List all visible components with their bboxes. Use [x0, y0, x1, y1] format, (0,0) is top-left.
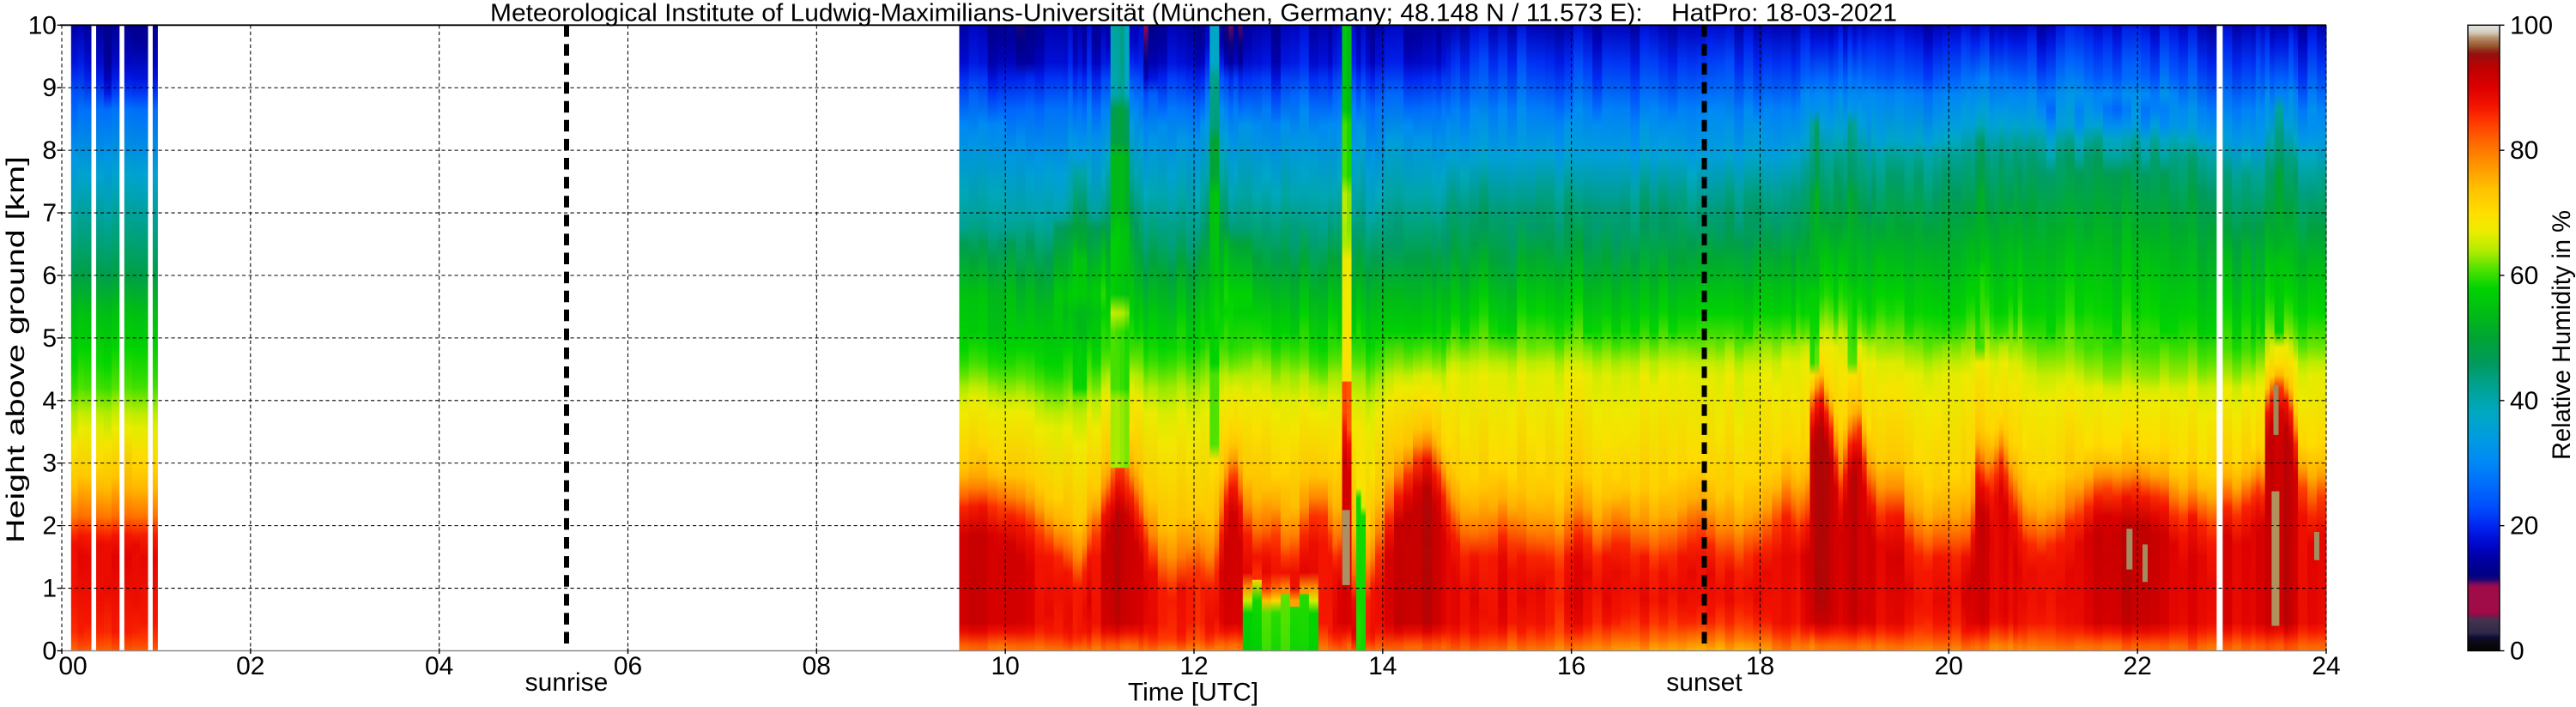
- svg-text:18: 18: [1746, 652, 1774, 680]
- svg-text:02: 02: [236, 652, 264, 680]
- svg-text:40: 40: [2510, 387, 2538, 415]
- svg-text:6: 6: [42, 262, 57, 290]
- svg-text:Relative Humidity in %: Relative Humidity in %: [2548, 210, 2576, 460]
- svg-text:60: 60: [2510, 262, 2538, 290]
- svg-text:80: 80: [2510, 136, 2538, 165]
- svg-text:Height above ground [km]: Height above ground [km]: [2, 156, 30, 543]
- svg-text:Meteorological Institute of Lu: Meteorological Institute of Ludwig-Maxim…: [490, 0, 1897, 27]
- svg-text:2: 2: [42, 512, 57, 541]
- svg-text:8: 8: [42, 136, 57, 165]
- svg-text:16: 16: [1557, 652, 1585, 680]
- svg-text:4: 4: [42, 387, 57, 415]
- svg-text:22: 22: [2124, 652, 2152, 680]
- svg-text:08: 08: [803, 652, 831, 680]
- svg-text:sunrise: sunrise: [525, 668, 609, 697]
- svg-text:3: 3: [42, 450, 57, 478]
- svg-text:0: 0: [42, 638, 57, 666]
- svg-text:0: 0: [2510, 638, 2524, 666]
- svg-text:04: 04: [425, 652, 453, 680]
- svg-text:14: 14: [1368, 652, 1397, 680]
- svg-text:10: 10: [28, 11, 57, 39]
- svg-text:7: 7: [42, 199, 57, 227]
- svg-text:1: 1: [42, 575, 57, 603]
- svg-text:06: 06: [614, 652, 642, 680]
- svg-text:24: 24: [2312, 652, 2340, 680]
- svg-text:Time [UTC]: Time [UTC]: [1128, 679, 1258, 707]
- svg-text:5: 5: [42, 324, 57, 353]
- svg-text:12: 12: [1179, 652, 1208, 680]
- svg-text:20: 20: [2510, 512, 2538, 541]
- svg-text:100: 100: [2510, 11, 2553, 39]
- svg-text:sunset: sunset: [1666, 668, 1743, 697]
- svg-text:9: 9: [42, 74, 57, 102]
- svg-text:00: 00: [58, 652, 87, 680]
- svg-text:10: 10: [991, 652, 1020, 680]
- svg-text:20: 20: [1935, 652, 1963, 680]
